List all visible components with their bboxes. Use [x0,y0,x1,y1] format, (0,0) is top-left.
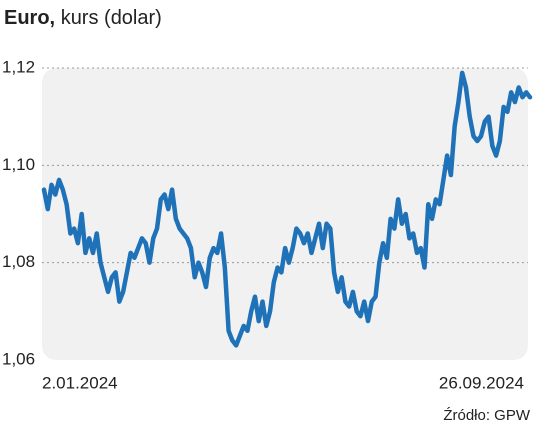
chart-title: Euro, kurs (dolar) [4,7,162,29]
x-tick-label: 2.01.2024 [42,373,118,392]
source: Źródło: GPW [443,407,531,424]
subtitle: kurs (dolar) [61,7,162,29]
title: Euro, [4,7,55,29]
plot-background [42,68,528,360]
y-tick-label: 1,12 [2,57,35,76]
y-tick-label: 1,10 [2,155,35,174]
y-tick-label: 1,06 [2,349,35,368]
x-tick-label: 26.09.2024 [439,373,524,392]
line [41,70,533,348]
y-tick-label: 1,08 [2,252,35,271]
